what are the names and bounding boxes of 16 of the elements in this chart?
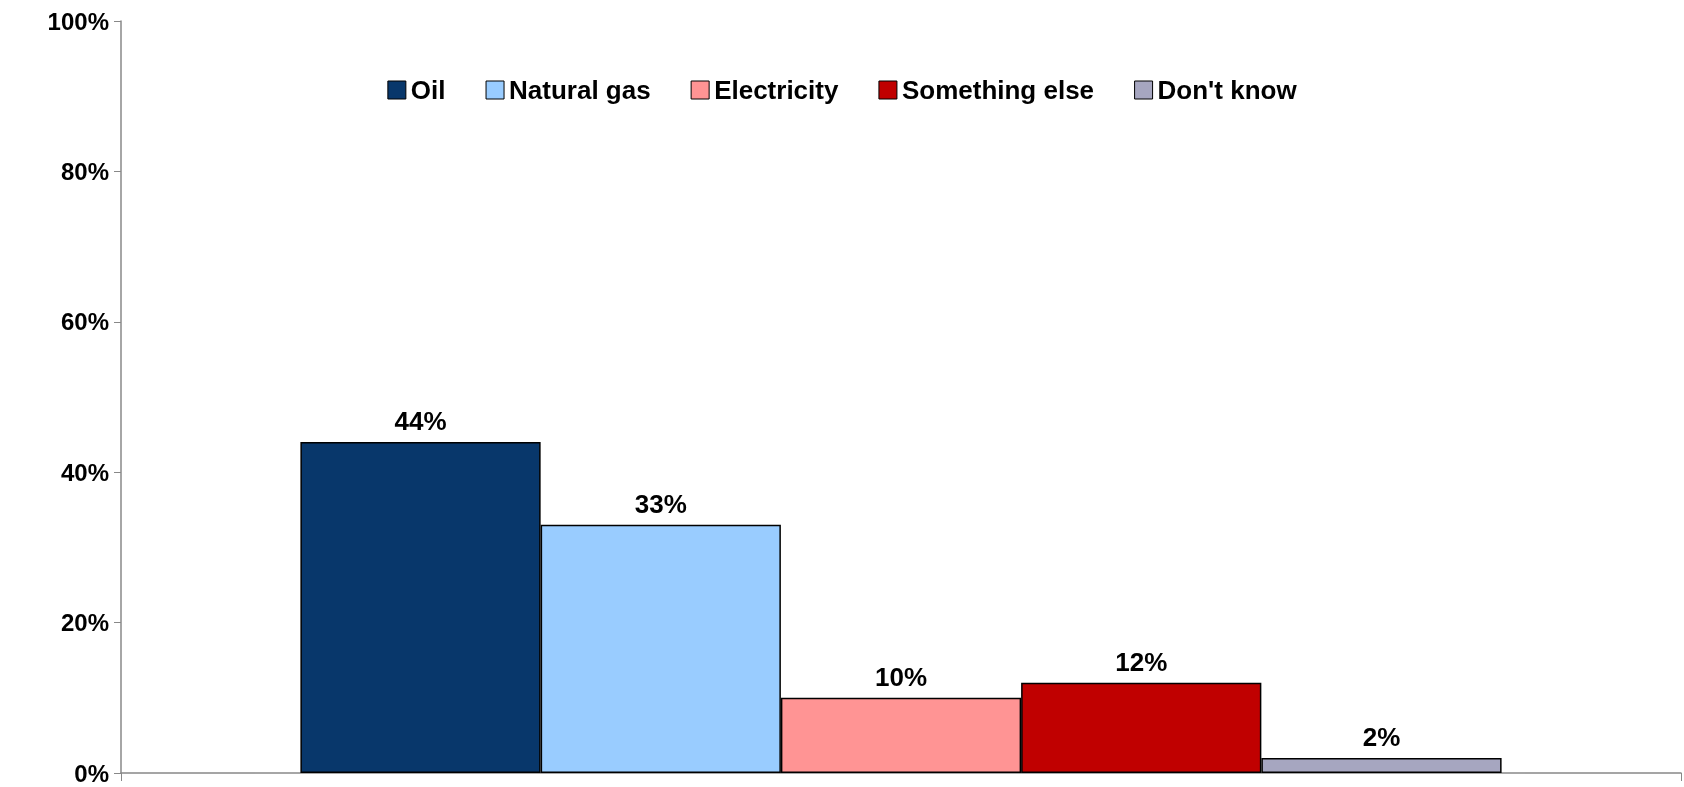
y-tick-label: 0%: [74, 759, 109, 787]
y-tick-label: 40%: [60, 458, 109, 486]
data-label: 2%: [1362, 721, 1401, 752]
legend-label: Something else: [901, 75, 1095, 105]
data-label: 12%: [1115, 646, 1168, 677]
data-label: 44%: [394, 406, 447, 437]
legend-label: Natural gas: [509, 75, 651, 105]
y-tick-label: 60%: [60, 308, 109, 336]
legend-label: Oil: [410, 75, 446, 105]
legend-label: Electricity: [714, 75, 839, 105]
y-tick-label: 20%: [60, 609, 109, 637]
y-tick-label: 80%: [60, 157, 109, 185]
legend-label: Don't know: [1157, 75, 1298, 105]
y-tick-label: 100%: [47, 7, 109, 35]
data-label: 10%: [874, 661, 928, 692]
data-label: 33%: [634, 488, 687, 519]
